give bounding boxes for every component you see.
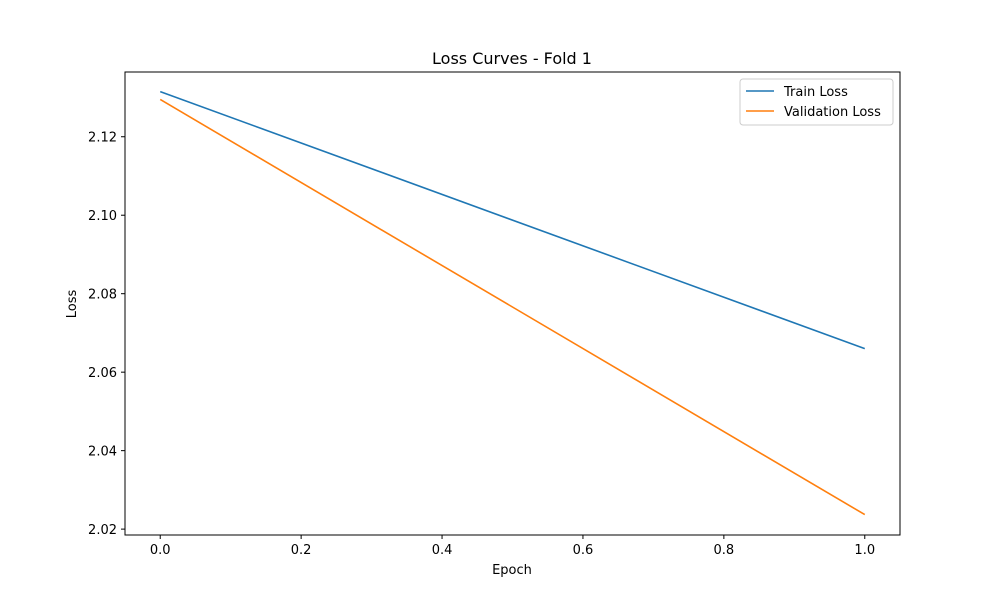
series-line-train-loss xyxy=(159,90,866,350)
y-tick-label: 2.04 xyxy=(88,445,117,460)
chart-title: Loss Curves - Fold 1 xyxy=(432,49,592,68)
x-axis-label: Epoch xyxy=(492,563,532,578)
plot-area: 0.0 0.2 0.4 0.6 0.8 1.0 2.02 2.04 2.06 2.08 2.10 2.… xyxy=(88,71,901,558)
x-tick-label: 0.2 xyxy=(291,543,312,558)
legend-box xyxy=(739,78,894,126)
axes-frame xyxy=(124,71,901,536)
y-tick-label: 2.08 xyxy=(88,288,117,303)
y-tick-label: 2.10 xyxy=(88,209,117,224)
series-line-validation-loss xyxy=(159,98,866,516)
x-tick-label: 0.0 xyxy=(150,543,171,558)
legend: Train Loss Validation Loss xyxy=(739,78,894,126)
legend-entry: Validation Loss xyxy=(784,105,881,120)
y-axis-label: Loss xyxy=(65,290,80,319)
legend-entry: Train Loss xyxy=(783,85,848,100)
y-tick-label: 2.12 xyxy=(88,131,117,146)
x-tick-label: 1.0 xyxy=(854,543,875,558)
y-tick-label: 2.02 xyxy=(88,523,117,538)
x-tick-label: 0.4 xyxy=(432,543,453,558)
x-tick-label: 0.8 xyxy=(714,543,735,558)
x-tick-label: 0.6 xyxy=(573,543,594,558)
y-tick-label: 2.06 xyxy=(88,366,117,381)
